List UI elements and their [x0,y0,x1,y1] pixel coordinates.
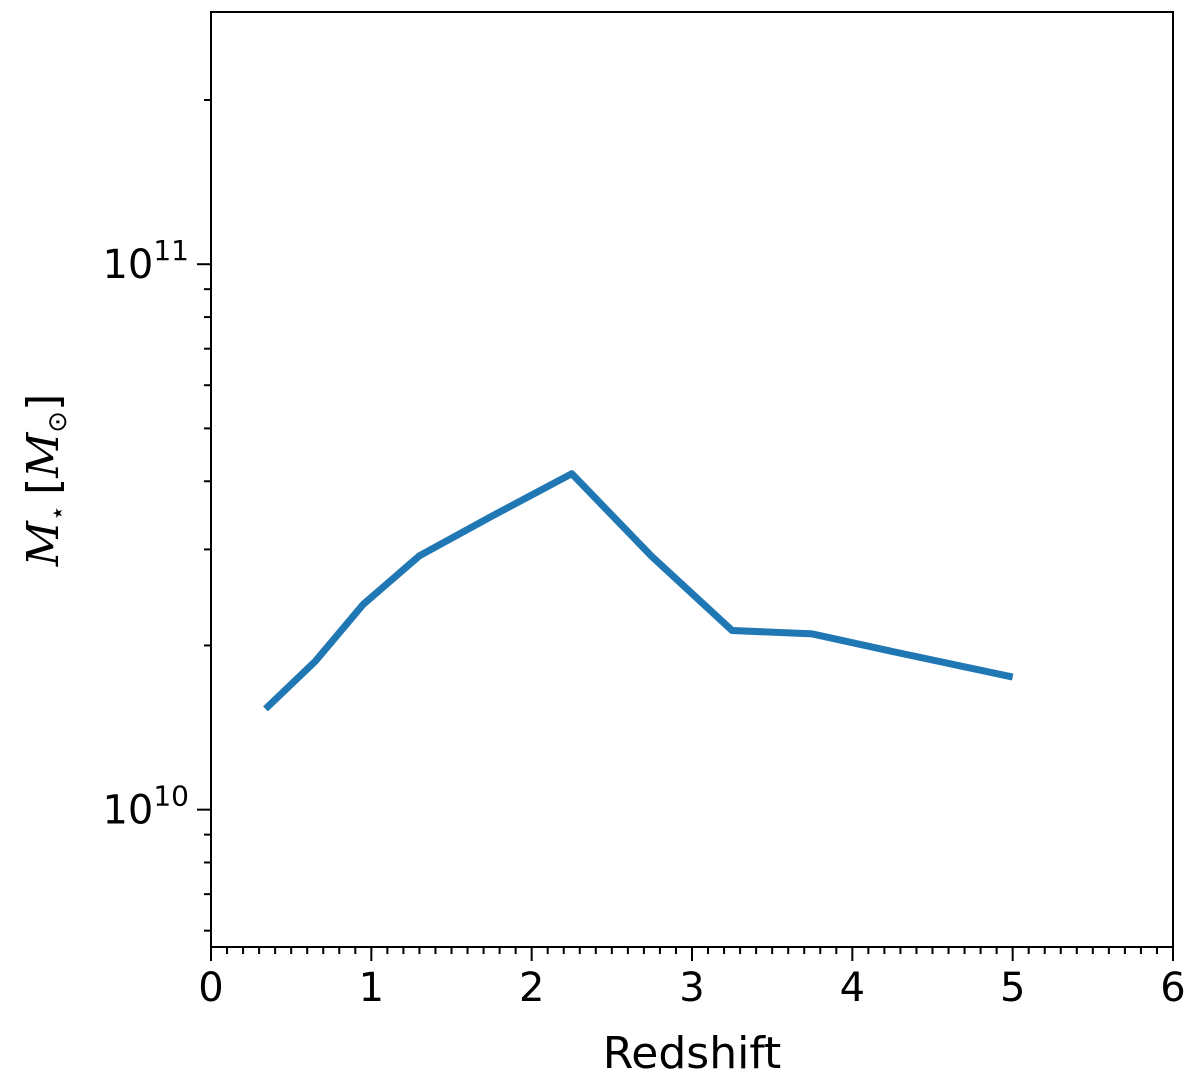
x-axis-label: Redshift [603,1028,782,1079]
x-tick-label: 2 [519,965,544,1011]
y-tick-exponent: 11 [153,234,189,267]
y-label-unit: M [18,432,69,479]
y-label-symbol-sub: ⋆ [43,505,73,521]
y-label-open: [ [18,478,69,495]
x-axis-ticks: 0 1 2 3 4 5 6 [198,947,1186,1011]
x-tick-label: 1 [359,965,384,1011]
y-tick-base: 10 [102,788,153,834]
y-label-unit-sub: ⊙ [43,411,73,433]
y-tick-label: 1010 [102,780,189,834]
y-axis-label: M⋆[M⊙] [18,394,73,568]
y-label-symbol: M [18,520,69,567]
series-layer [263,470,1014,712]
x-tick-label: 3 [679,965,704,1011]
y-tick-exponent: 10 [153,780,189,813]
x-tick-label: 5 [1000,965,1025,1011]
x-tick-label: 0 [198,965,223,1011]
x-tick-label: 6 [1160,965,1185,1011]
plot-frame [210,11,1174,948]
x-tick-label: 4 [840,965,865,1011]
y-tick-label: 1011 [102,234,189,288]
series-line [263,470,1014,712]
y-tick-base: 10 [102,242,153,288]
y-label-close: ] [18,394,69,411]
